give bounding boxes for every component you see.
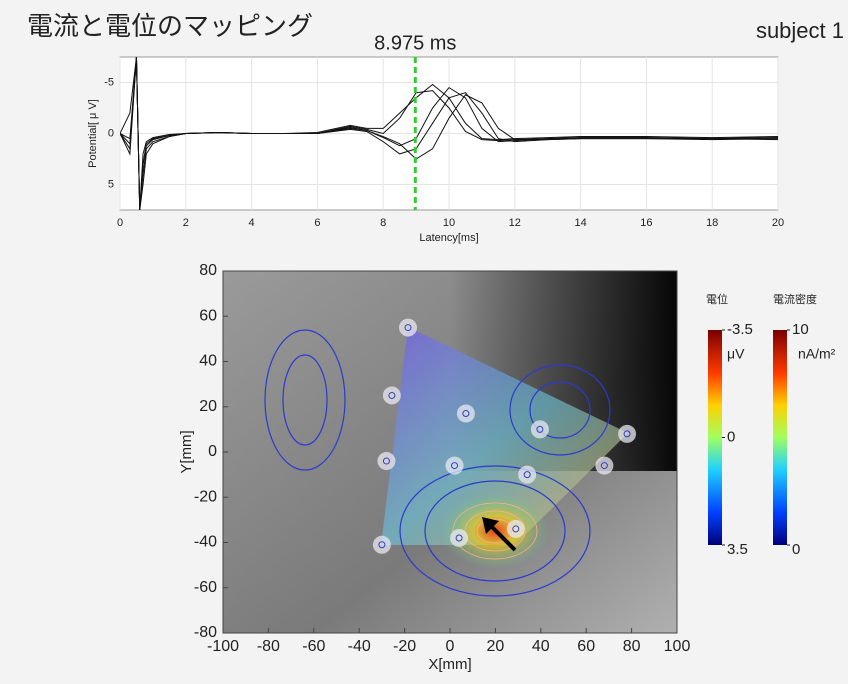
x-tick-label: 20 [487,638,505,655]
electrode [518,466,536,484]
x-tick-label: -40 [348,638,371,655]
figure: 電流と電位のマッピング subject 1 0 2 4 6 8 10 12 14 16 18 20 -… [0,0,848,679]
x-tick-label: 100 [664,638,691,655]
colorbar-tick-label: 10 [792,321,809,338]
y-tick-label: -5 [104,76,114,88]
title: 電流と電位のマッピング [27,11,313,41]
y-tick-label: 80 [199,262,217,279]
electrode [618,425,636,443]
colorbar-tick-label: 3.5 [727,541,748,558]
y-tick-label: 0 [108,127,114,139]
x-tick-label: -80 [257,638,280,655]
y-tick-label: -20 [194,488,217,505]
x-tick-label: 4 [249,217,255,229]
colorbar-current [773,330,787,545]
y-axis-label: Potential[ μ V] [87,99,99,168]
y-tick-label: 20 [199,398,217,415]
time-label: 8.975 ms [374,32,456,54]
electrode [457,405,475,423]
x-tick-label: 16 [640,217,652,229]
electrode [531,420,549,438]
x-axis-label: Latency[ms] [419,232,478,244]
x-tick-label: 60 [577,638,595,655]
colorbar-unit: μV [727,346,745,362]
x-tick-label: 6 [314,217,320,229]
x-tick-label: 12 [509,217,521,229]
colorbar-title: 電流密度 [773,292,817,306]
x-tick-label: 20 [772,217,784,229]
x-tick-label: 40 [532,638,550,655]
y-tick-label: -40 [194,534,217,551]
electrode [399,319,417,337]
y-axis-label: Y[mm] [178,430,195,473]
x-tick-label: 0 [117,217,123,229]
electrode [383,386,401,404]
y-tick-label: 5 [108,178,114,190]
electrode [446,457,464,475]
x-tick-label: 8 [380,217,386,229]
x-tick-label: 18 [706,217,718,229]
x-tick-label: -20 [393,638,416,655]
colorbar-tick-label: -3.5 [727,321,753,338]
y-tick-label: -80 [194,624,217,641]
subject: subject 1 [756,18,844,43]
x-tick-label: 2 [183,217,189,229]
y-tick-label: 60 [199,307,217,324]
y-tick-label: 0 [208,443,217,460]
x-tick-label: 80 [623,638,641,655]
colorbar-unit: nA/m² [798,346,836,362]
x-tick-label: -60 [302,638,325,655]
colorbar-tick-label: 0 [727,428,735,445]
x-tick-label: 14 [574,217,586,229]
colorbar-title: 電位 [706,292,728,306]
x-tick-label: 0 [446,638,455,655]
y-tick-label: 40 [199,353,217,370]
electrode [595,457,613,475]
x-axis-label: X[mm] [428,656,471,673]
colorbar-potential [708,330,722,545]
electrode [377,452,395,470]
electrode [373,536,391,554]
electrode [450,529,468,547]
y-tick-label: -60 [194,579,217,596]
colorbar-tick-label: 0 [792,541,800,558]
x-tick-label: 10 [443,217,455,229]
electrode [507,520,525,538]
